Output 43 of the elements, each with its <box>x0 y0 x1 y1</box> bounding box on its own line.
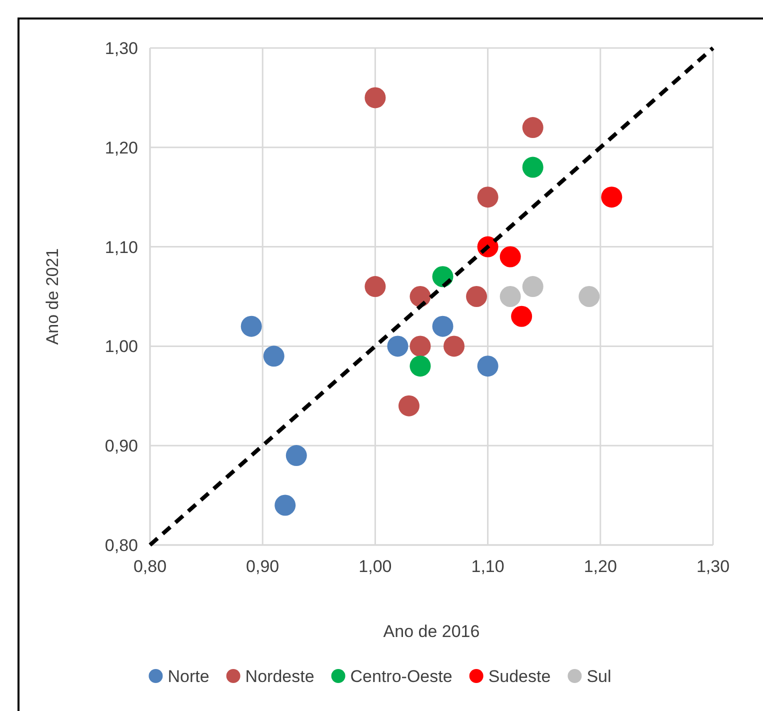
legend-label: Sudeste <box>488 666 551 686</box>
point <box>274 494 296 516</box>
point <box>432 316 454 337</box>
x-tick-label: 1,20 <box>584 557 617 576</box>
point <box>466 286 488 307</box>
y-tick-label: 1,20 <box>104 138 138 158</box>
point <box>500 286 521 307</box>
point <box>522 156 544 178</box>
point <box>511 306 532 327</box>
point <box>410 286 431 307</box>
point <box>286 445 307 466</box>
point <box>263 346 284 367</box>
x-tick-label: 1,00 <box>358 557 392 576</box>
point <box>477 356 498 377</box>
point <box>410 336 431 357</box>
point <box>477 186 498 208</box>
point <box>601 186 622 208</box>
x-tick-label: 1,10 <box>471 557 504 576</box>
y-tick-label: 1,00 <box>104 337 138 356</box>
legend-label: Norte <box>168 666 210 686</box>
x-tick-label: 0,80 <box>133 557 167 576</box>
y-tick-label: 0,90 <box>104 436 138 456</box>
y-tick-label: 0,80 <box>104 536 138 555</box>
x-axis-title: Ano de 2016 <box>383 622 480 641</box>
point <box>240 316 262 337</box>
y-tick-label: 1,10 <box>104 238 138 257</box>
point <box>444 336 465 357</box>
point <box>500 246 521 268</box>
point <box>398 395 420 416</box>
y-tick-label: 1,30 <box>104 38 138 58</box>
legend-label: Nordeste <box>245 666 314 686</box>
point <box>364 87 386 108</box>
point <box>578 286 600 307</box>
point <box>387 336 408 357</box>
x-tick-label: 1,30 <box>696 557 730 576</box>
y-axis-title: Ano de 2021 <box>43 248 62 345</box>
point <box>364 276 386 298</box>
point <box>522 117 544 138</box>
point <box>522 276 544 298</box>
point <box>410 356 431 377</box>
legend-label: Sul <box>586 666 612 686</box>
legend-label: Centro-Oeste <box>350 666 452 686</box>
x-tick-label: 0,90 <box>246 557 280 576</box>
